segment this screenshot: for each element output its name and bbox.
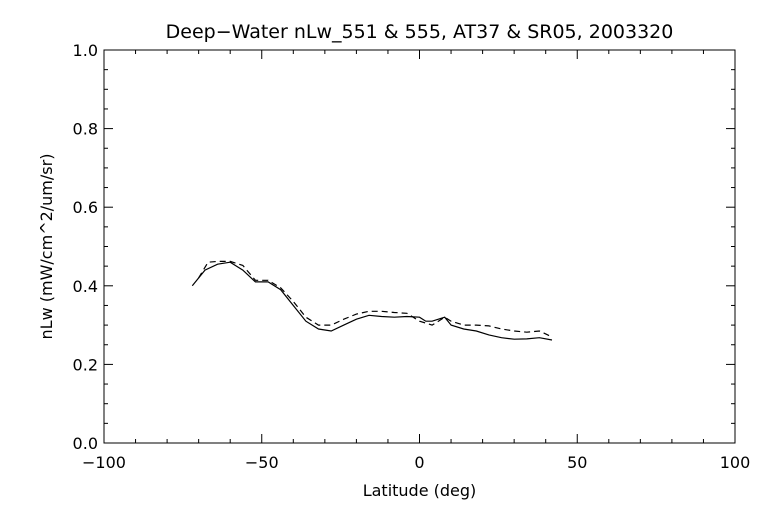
- x-tick-label: 100: [720, 453, 751, 472]
- x-tick-label: −100: [82, 453, 126, 472]
- y-axis-label: nLw (mW/cm^2/um/sr): [37, 154, 56, 340]
- y-tick-label: 0.4: [73, 277, 98, 296]
- series-line-dashed: [198, 260, 553, 338]
- y-tick-label: 0.0: [73, 434, 98, 453]
- chart-title: Deep−Water nLw_551 & 555, AT37 & SR05, 2…: [166, 21, 674, 43]
- x-tick-label: −50: [245, 453, 279, 472]
- x-tick-label: 0: [414, 453, 424, 472]
- axis-ticks: [103, 49, 736, 444]
- y-tick-label: 0.6: [73, 198, 98, 217]
- series-line-solid: [191, 261, 553, 341]
- series-layer: [191, 260, 553, 341]
- x-tick-label: 50: [567, 453, 587, 472]
- y-tick-label: 1.0: [73, 41, 98, 60]
- x-axis-label: Latitude (deg): [363, 481, 477, 500]
- y-tick-label: 0.8: [73, 120, 98, 139]
- y-tick-label: 0.2: [73, 355, 98, 374]
- tick-labels: −100 −50 0 50 100 0.0 0.2 0.4 0.6 0.8 1.0: [73, 41, 751, 472]
- plot-frame: [103, 49, 736, 444]
